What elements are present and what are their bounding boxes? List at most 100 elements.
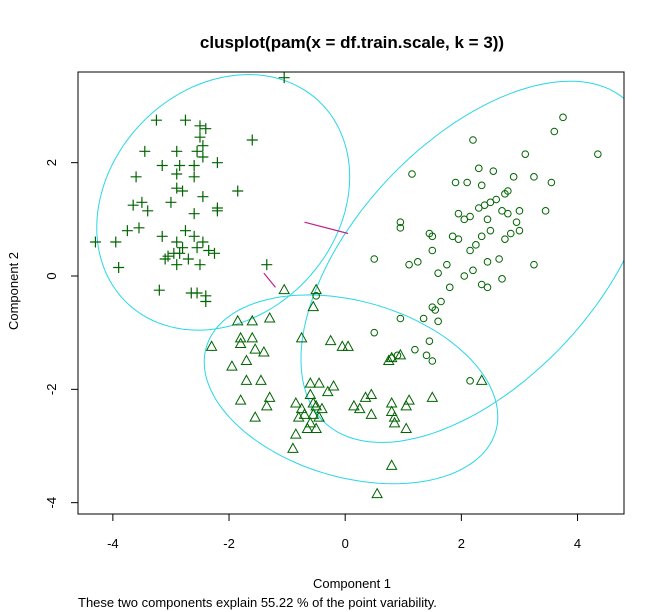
cluster-1-point xyxy=(261,259,273,271)
cluster-1-point xyxy=(200,123,212,135)
cluster-1-point xyxy=(179,114,191,126)
cluster-1-point xyxy=(162,250,174,262)
cluster-3-point xyxy=(304,388,317,399)
cluster-1-point xyxy=(232,185,244,197)
cluster-connector xyxy=(263,272,276,288)
cluster-1-point xyxy=(142,205,154,217)
cluster-1-point xyxy=(191,145,203,157)
cluster-1-point xyxy=(171,145,183,157)
cluster-3-point xyxy=(400,399,413,411)
cluster-2-point xyxy=(521,150,530,158)
cluster-1-point xyxy=(188,160,200,171)
cluster-3-point xyxy=(289,396,302,408)
variability-note: These two components explain 55.22 % of … xyxy=(78,595,437,610)
cluster-1-point xyxy=(278,72,290,84)
cluster-2-point xyxy=(312,292,320,300)
cluster-3-point xyxy=(234,337,247,348)
cluster-1-point xyxy=(127,199,139,211)
cluster-2-point xyxy=(547,178,556,187)
cluster-2-point xyxy=(501,235,509,243)
cluster-3-point xyxy=(292,411,305,422)
cluster-1-point xyxy=(159,253,171,265)
cluster-ellipse-2 xyxy=(300,80,624,443)
cluster-2-point xyxy=(408,170,416,178)
cluster-1-point xyxy=(168,247,180,259)
cluster-connector xyxy=(304,221,349,235)
cluster-2-point xyxy=(463,178,471,187)
cluster-2-point xyxy=(477,181,486,190)
cluster-2-point xyxy=(472,241,480,249)
cluster-2-point xyxy=(530,173,538,181)
cluster-3-point xyxy=(385,405,398,416)
cluster-2-point xyxy=(460,215,469,224)
x-tick-label: -4 xyxy=(107,536,119,551)
cluster-2-point xyxy=(428,246,437,255)
cluster-2-point xyxy=(486,226,495,235)
cluster-1-point xyxy=(171,259,183,271)
cluster-2-point xyxy=(483,258,492,266)
cluster-1-point xyxy=(188,171,200,183)
cluster-2-point xyxy=(483,215,492,224)
cluster-2-point xyxy=(469,266,477,275)
cluster-3-point xyxy=(365,408,378,419)
cluster-ellipse-3 xyxy=(203,294,499,485)
cluster-3-point xyxy=(313,377,325,388)
cluster-2-point xyxy=(515,226,524,235)
cluster-connectors xyxy=(263,221,349,288)
cluster-2-point xyxy=(495,255,503,263)
cluster-2-point xyxy=(425,337,434,345)
cluster-3-point xyxy=(348,399,360,411)
cluster-1-point xyxy=(203,245,215,256)
cluster-2-point xyxy=(483,283,492,292)
cluster-3-point xyxy=(205,340,218,351)
cluster-2-point xyxy=(594,150,602,158)
cluster-3-point xyxy=(307,408,320,419)
cluster-2-point xyxy=(509,173,518,181)
cluster-3-point xyxy=(249,411,262,422)
x-tick-label: 0 xyxy=(342,536,349,551)
x-axis-label: Component 1 xyxy=(313,576,391,591)
cluster-3-point xyxy=(310,399,322,411)
cluster-2-point xyxy=(425,229,434,238)
cluster-1-point xyxy=(179,225,191,237)
cluster-3-point xyxy=(240,354,253,365)
cluster-2-point xyxy=(466,246,474,255)
cluster-2-point xyxy=(466,377,474,385)
cluster-3-point xyxy=(255,374,267,385)
cluster-3-point xyxy=(324,334,337,346)
cluster-1-point xyxy=(113,262,125,273)
cluster-3-point xyxy=(426,391,439,402)
cluster-1-point xyxy=(211,202,223,214)
cluster-1-point xyxy=(197,191,209,203)
cluster-3-point xyxy=(371,487,383,499)
cluster-1-point xyxy=(150,114,162,126)
y-tick-label: 0 xyxy=(44,272,59,279)
cluster-2-point xyxy=(396,224,405,232)
cluster-3-point xyxy=(304,377,317,388)
cluster-3-point xyxy=(382,354,395,365)
cluster-2-point xyxy=(498,275,506,283)
cluster-2-point xyxy=(454,235,463,243)
cluster-3-point xyxy=(295,402,308,414)
cluster-3-point xyxy=(353,402,366,414)
cluster-1-point xyxy=(188,208,200,220)
cluster-1-point xyxy=(197,151,209,163)
cluster-1-point xyxy=(197,140,209,152)
cluster-2-point xyxy=(437,297,445,306)
y-axis-ticks: -4 -2 0 2 xyxy=(44,159,78,508)
cluster-1-point xyxy=(194,259,206,271)
cluster-ellipses xyxy=(96,74,624,485)
cluster-2-point xyxy=(541,207,550,215)
cluster-3-point xyxy=(258,345,270,357)
cluster-3-point xyxy=(400,422,413,433)
cluster-1-point xyxy=(174,160,186,171)
cluster-2-point xyxy=(477,232,486,241)
cluster-1-point xyxy=(197,236,209,248)
y-tick-label: -2 xyxy=(44,384,59,396)
cluster-2-point xyxy=(460,272,469,280)
cluster-3-point xyxy=(321,385,334,397)
cluster-1-point xyxy=(153,284,165,296)
cluster-2-point xyxy=(512,218,521,226)
cluster-1-point xyxy=(177,242,189,254)
